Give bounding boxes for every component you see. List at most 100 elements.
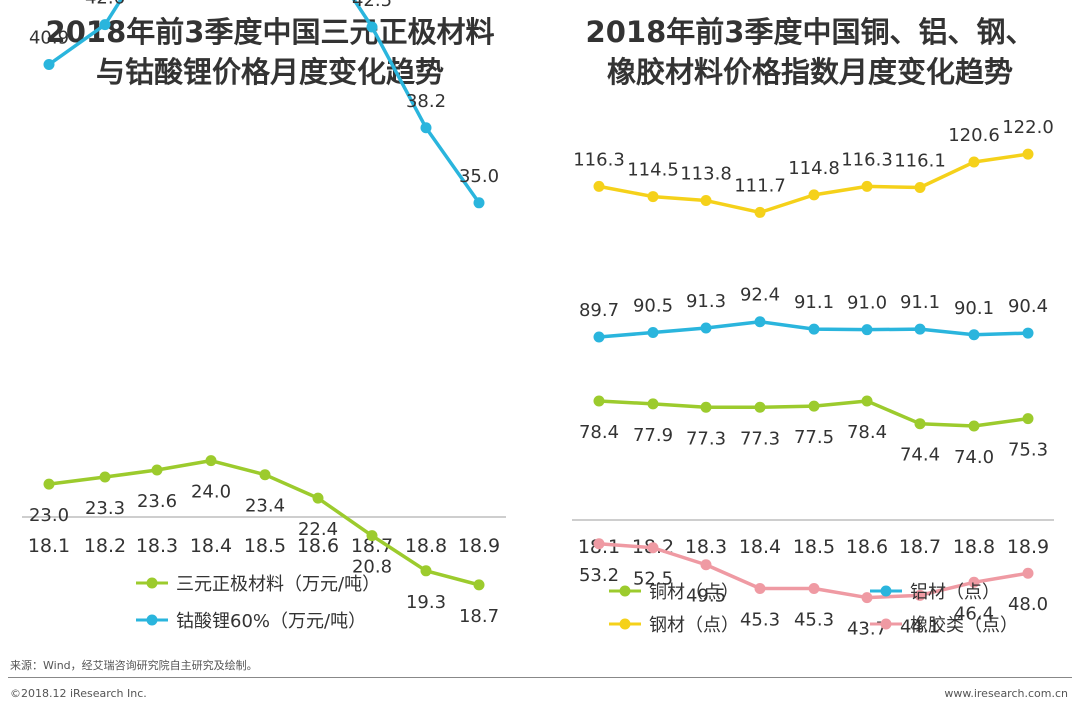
left-x-tick-label: 18.5 <box>244 535 286 557</box>
right-data-label: 44.1 <box>900 616 940 637</box>
right-x-tick-label: 18.8 <box>953 536 995 558</box>
right-data-label: 90.5 <box>633 296 673 317</box>
left-data-point <box>99 19 111 31</box>
left-data-label: 42.6 <box>85 0 125 9</box>
left-data-label: 38.2 <box>406 91 446 112</box>
right-data-point <box>861 324 873 336</box>
left-x-tick-label: 18.9 <box>458 535 500 557</box>
right-legend-marker <box>619 585 631 597</box>
left-data-point <box>312 492 324 504</box>
left-x-tick-label: 18.4 <box>190 535 232 557</box>
right-data-label: 45.3 <box>740 610 780 631</box>
left-data-point <box>420 565 432 577</box>
right-x-tick-label: 18.6 <box>846 536 888 558</box>
right-data-label: 90.4 <box>1008 296 1048 317</box>
right-data-label: 92.4 <box>740 285 780 306</box>
right-data-point <box>700 401 712 413</box>
right-data-label: 77.3 <box>740 428 780 449</box>
right-data-point <box>1022 327 1034 339</box>
left-data-label: 19.3 <box>406 592 446 613</box>
right-data-label: 74.0 <box>954 447 994 468</box>
right-legend-marker <box>880 618 892 630</box>
right-legend-label: 铜材（点） <box>649 582 739 603</box>
right-data-point <box>593 538 605 550</box>
left-data-label: 42.5 <box>352 0 392 11</box>
left-legend-label: 钴酸锂60%（万元/吨） <box>176 611 366 632</box>
right-x-tick-label: 18.7 <box>899 536 941 558</box>
right-data-label: 116.1 <box>894 151 946 172</box>
right-data-label: 53.2 <box>579 565 619 586</box>
left-series-line-0 <box>47 0 481 205</box>
source-note: 来源：Wind，经艾瑞咨询研究院自主研究及绘制。 <box>10 659 258 672</box>
right-data-label: 111.7 <box>734 175 786 196</box>
right-data-point <box>1022 413 1034 425</box>
right-title-line1: 2018年前3季度中国铜、铝、钢、 <box>585 15 1035 49</box>
right-data-point <box>968 156 980 168</box>
left-title-line2: 与钴酸锂价格月度变化趋势 <box>95 55 444 89</box>
right-data-label: 78.4 <box>847 422 887 443</box>
copyright: ©2018.12 iResearch Inc. <box>10 687 147 700</box>
left-data-label: 24.0 <box>191 482 231 503</box>
left-data-label: 18.7 <box>459 606 499 627</box>
left-chart-title: 2018年前3季度中国三元正极材料 与钴酸锂价格月度变化趋势 <box>0 12 540 92</box>
right-legend-label: 钢材（点） <box>649 615 739 636</box>
right-data-point <box>754 401 766 413</box>
left-legend-label: 三元正极材料（万元/吨） <box>176 574 380 595</box>
website-link[interactable]: www.iresearch.com.cn <box>944 687 1068 700</box>
right-chart-title: 2018年前3季度中国铜、铝、钢、 橡胶材料价格指数月度变化趋势 <box>540 12 1080 92</box>
right-legend-marker <box>880 585 892 597</box>
right-data-label: 75.3 <box>1008 440 1048 461</box>
footer-divider <box>8 677 1072 678</box>
left-data-label: 23.3 <box>85 498 125 519</box>
right-data-point <box>647 542 659 554</box>
right-x-tick-label: 18.5 <box>793 536 835 558</box>
right-data-point <box>593 395 605 407</box>
left-data-label: 20.8 <box>352 557 392 578</box>
right-legend-label: 橡胶类（点） <box>910 615 1018 636</box>
right-data-point <box>808 189 820 201</box>
right-data-label: 116.3 <box>573 149 625 170</box>
right-data-point <box>808 583 820 595</box>
right-title-line2: 橡胶材料价格指数月度变化趋势 <box>606 55 1013 89</box>
right-data-point <box>968 576 980 588</box>
left-data-point <box>366 530 378 542</box>
left-data-label: 23.6 <box>137 491 177 512</box>
left-data-point <box>43 478 55 490</box>
right-data-point <box>647 398 659 410</box>
left-data-point <box>259 469 271 481</box>
left-x-tick-label: 18.8 <box>405 535 447 557</box>
left-data-point <box>366 21 378 33</box>
right-data-point <box>861 395 873 407</box>
right-data-point <box>914 182 926 194</box>
left-title-line1: 2018年前3季度中国三元正极材料 <box>45 15 495 49</box>
left-x-tick-label: 18.1 <box>28 535 70 557</box>
right-legend-label: 铝材（点） <box>910 582 1000 603</box>
right-data-label: 78.4 <box>579 422 619 443</box>
right-data-label: 91.1 <box>900 292 940 313</box>
left-data-point <box>43 59 55 71</box>
right-data-label: 74.4 <box>900 445 940 466</box>
right-data-label: 90.1 <box>954 298 994 319</box>
right-data-label: 116.3 <box>841 149 893 170</box>
right-data-point <box>1022 567 1034 579</box>
left-x-tick-label: 18.3 <box>136 535 178 557</box>
right-data-point <box>914 589 926 601</box>
right-data-point <box>593 180 605 192</box>
right-data-point <box>968 329 980 341</box>
left-data-label: 40.9 <box>29 28 69 49</box>
left-data-point <box>473 579 485 591</box>
left-data-label: 23.0 <box>29 505 69 526</box>
left-data-point <box>99 471 111 483</box>
right-data-label: 91.3 <box>686 291 726 312</box>
right-data-point <box>968 420 980 432</box>
left-data-point <box>420 122 432 134</box>
right-data-label: 114.5 <box>627 160 679 181</box>
right-data-point <box>754 316 766 328</box>
right-data-point <box>861 180 873 192</box>
right-data-point <box>754 206 766 218</box>
right-x-tick-label: 18.3 <box>685 536 727 558</box>
right-data-label: 49.5 <box>686 586 726 607</box>
left-legend-marker <box>146 577 158 589</box>
right-data-point <box>647 327 659 339</box>
right-data-label: 48.0 <box>1008 594 1048 615</box>
